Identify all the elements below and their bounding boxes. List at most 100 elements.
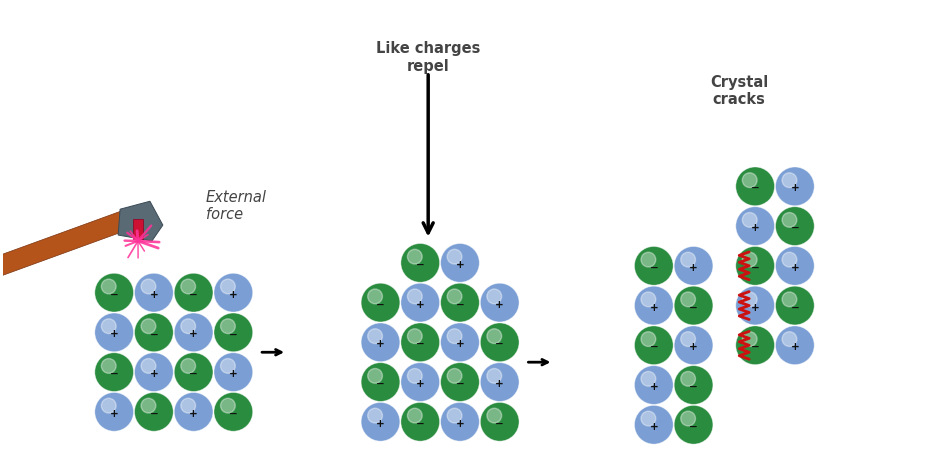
Text: −: − <box>456 299 464 309</box>
Text: −: − <box>416 418 425 428</box>
Circle shape <box>735 207 774 246</box>
Text: +: + <box>649 381 659 391</box>
Circle shape <box>94 353 133 391</box>
Circle shape <box>681 253 696 267</box>
Text: −: − <box>791 223 799 233</box>
Text: +: + <box>416 299 425 309</box>
Text: −: − <box>229 329 238 339</box>
Circle shape <box>487 408 501 423</box>
Text: −: − <box>689 381 698 391</box>
Text: +: + <box>791 262 799 272</box>
Text: −: − <box>376 299 385 309</box>
Text: −: − <box>649 262 659 272</box>
Circle shape <box>775 286 814 325</box>
Circle shape <box>180 319 195 334</box>
Polygon shape <box>133 220 143 239</box>
Circle shape <box>641 411 656 426</box>
Circle shape <box>440 323 479 362</box>
Circle shape <box>641 292 656 307</box>
Circle shape <box>447 368 462 383</box>
Text: −: − <box>376 378 385 388</box>
Circle shape <box>220 280 235 294</box>
Text: −: − <box>110 368 118 378</box>
Text: +: + <box>689 262 698 272</box>
Text: +: + <box>649 421 659 431</box>
Circle shape <box>641 372 656 387</box>
Circle shape <box>681 372 696 387</box>
Circle shape <box>440 284 479 322</box>
Circle shape <box>368 290 382 304</box>
Circle shape <box>142 319 155 334</box>
Circle shape <box>134 313 173 352</box>
Text: −: − <box>456 378 464 388</box>
Circle shape <box>368 368 382 383</box>
Text: −: − <box>791 302 799 312</box>
Circle shape <box>674 247 713 285</box>
Text: +: + <box>110 329 118 339</box>
Circle shape <box>220 319 235 334</box>
Circle shape <box>174 392 213 431</box>
Text: −: − <box>689 302 698 312</box>
Circle shape <box>407 368 422 383</box>
Circle shape <box>361 402 400 441</box>
Text: −: − <box>190 289 198 299</box>
Circle shape <box>401 363 439 401</box>
Circle shape <box>635 405 673 444</box>
Text: −: − <box>495 339 504 349</box>
Text: +: + <box>110 408 118 418</box>
Circle shape <box>401 323 439 362</box>
Text: +: + <box>649 302 659 312</box>
Circle shape <box>775 326 814 365</box>
Circle shape <box>775 247 814 285</box>
Circle shape <box>674 405 713 444</box>
Circle shape <box>447 250 462 264</box>
Text: −: − <box>751 262 759 272</box>
Text: −: − <box>689 421 698 431</box>
Circle shape <box>635 286 673 325</box>
Text: +: + <box>791 183 799 193</box>
Circle shape <box>102 319 117 334</box>
Circle shape <box>134 392 173 431</box>
Text: −: − <box>190 368 198 378</box>
Circle shape <box>447 408 462 423</box>
Circle shape <box>180 359 195 373</box>
Circle shape <box>480 284 519 322</box>
Circle shape <box>487 329 501 344</box>
Circle shape <box>214 353 253 391</box>
Circle shape <box>635 326 673 365</box>
Circle shape <box>94 274 133 313</box>
Text: +: + <box>190 329 198 339</box>
Circle shape <box>635 366 673 405</box>
Circle shape <box>743 332 757 347</box>
Circle shape <box>401 284 439 322</box>
Polygon shape <box>0 210 131 285</box>
Circle shape <box>480 402 519 441</box>
Text: −: − <box>751 341 759 351</box>
Circle shape <box>94 313 133 352</box>
Text: +: + <box>495 299 504 309</box>
Circle shape <box>447 329 462 344</box>
Circle shape <box>641 332 656 347</box>
Circle shape <box>487 368 501 383</box>
Text: Like charges
repel: Like charges repel <box>376 41 480 74</box>
Text: +: + <box>456 259 464 269</box>
Circle shape <box>174 274 213 313</box>
Circle shape <box>681 411 696 426</box>
Circle shape <box>681 332 696 347</box>
Circle shape <box>214 274 253 313</box>
Text: +: + <box>456 418 464 428</box>
Text: +: + <box>376 339 385 349</box>
Circle shape <box>407 408 422 423</box>
Text: +: + <box>456 339 464 349</box>
Circle shape <box>641 253 656 267</box>
Circle shape <box>447 290 462 304</box>
Circle shape <box>134 274 173 313</box>
Circle shape <box>440 244 479 283</box>
Text: +: + <box>791 341 799 351</box>
Circle shape <box>407 329 422 344</box>
Circle shape <box>401 402 439 441</box>
Text: +: + <box>495 378 504 388</box>
Text: +: + <box>416 378 425 388</box>
Circle shape <box>735 168 774 206</box>
Circle shape <box>407 290 422 304</box>
